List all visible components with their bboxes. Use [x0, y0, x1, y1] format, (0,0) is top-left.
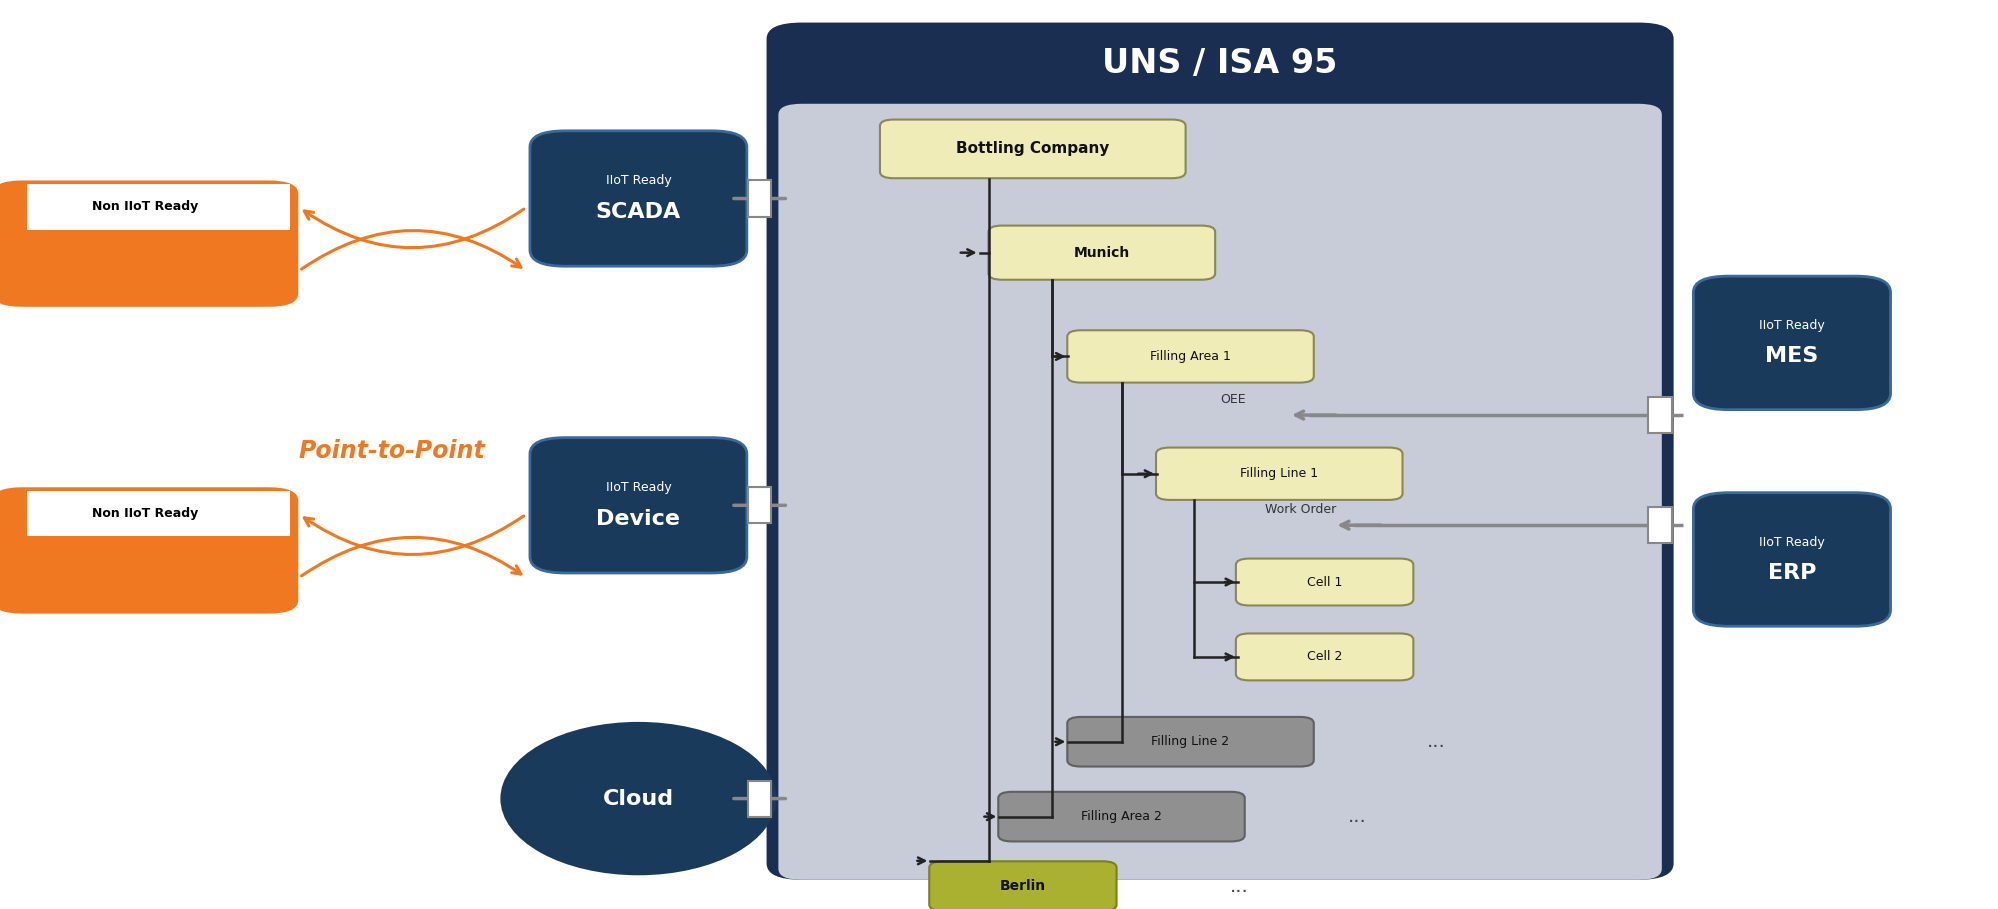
Bar [1646, 397, 1670, 433]
Text: Berlin: Berlin [999, 879, 1045, 894]
Text: IIoT Ready: IIoT Ready [605, 481, 671, 494]
Bar [747, 181, 771, 216]
Text: Work Order: Work Order [1265, 504, 1337, 516]
FancyBboxPatch shape [1692, 493, 1890, 626]
Text: Cell 2: Cell 2 [1307, 651, 1341, 664]
Text: IIoT Ready: IIoT Ready [605, 175, 671, 187]
FancyBboxPatch shape [529, 131, 747, 266]
Text: IIoT Ready: IIoT Ready [1758, 535, 1824, 549]
Bar [1646, 507, 1670, 544]
FancyBboxPatch shape [1235, 558, 1413, 605]
Text: MES: MES [1764, 346, 1818, 366]
Bar [747, 781, 771, 816]
Text: Bottling Company: Bottling Company [955, 142, 1109, 156]
Bar [747, 487, 771, 524]
FancyBboxPatch shape [987, 225, 1215, 280]
FancyBboxPatch shape [997, 792, 1245, 842]
FancyBboxPatch shape [929, 862, 1117, 909]
Text: Filling Area 1: Filling Area 1 [1149, 350, 1231, 363]
FancyBboxPatch shape [1067, 717, 1313, 766]
Text: ...: ... [1229, 876, 1249, 895]
FancyBboxPatch shape [1692, 276, 1890, 410]
Bar [0, 491, 290, 536]
FancyBboxPatch shape [765, 23, 1672, 880]
FancyBboxPatch shape [1235, 634, 1413, 680]
Bar [0, 185, 290, 230]
Text: UNS / ISA 95: UNS / ISA 95 [1101, 46, 1337, 80]
Text: OEE: OEE [1219, 393, 1245, 406]
Text: Non IIoT Ready: Non IIoT Ready [92, 200, 198, 214]
Text: ...: ... [1427, 733, 1445, 751]
Text: ERP: ERP [1766, 563, 1816, 583]
Text: Filling Line 2: Filling Line 2 [1151, 735, 1229, 748]
Text: Cloud: Cloud [603, 789, 673, 809]
Ellipse shape [500, 722, 775, 875]
FancyBboxPatch shape [1067, 330, 1313, 383]
Text: Point-to-Point: Point-to-Point [298, 439, 486, 464]
Text: Device: Device [595, 509, 679, 529]
FancyBboxPatch shape [1155, 447, 1403, 500]
FancyBboxPatch shape [879, 120, 1185, 178]
Text: Cell 1: Cell 1 [1307, 575, 1341, 588]
Text: Filling Line 1: Filling Line 1 [1239, 467, 1317, 480]
FancyBboxPatch shape [0, 181, 298, 307]
Text: SCADA: SCADA [595, 202, 681, 222]
FancyBboxPatch shape [777, 104, 1660, 880]
Text: Munich: Munich [1073, 245, 1129, 260]
Text: Non IIoT Ready: Non IIoT Ready [92, 507, 198, 520]
Text: IIoT Ready: IIoT Ready [1758, 319, 1824, 332]
Text: ...: ... [1347, 807, 1367, 826]
FancyBboxPatch shape [0, 487, 298, 614]
FancyBboxPatch shape [529, 437, 747, 573]
Text: Filling Area 2: Filling Area 2 [1081, 810, 1161, 824]
